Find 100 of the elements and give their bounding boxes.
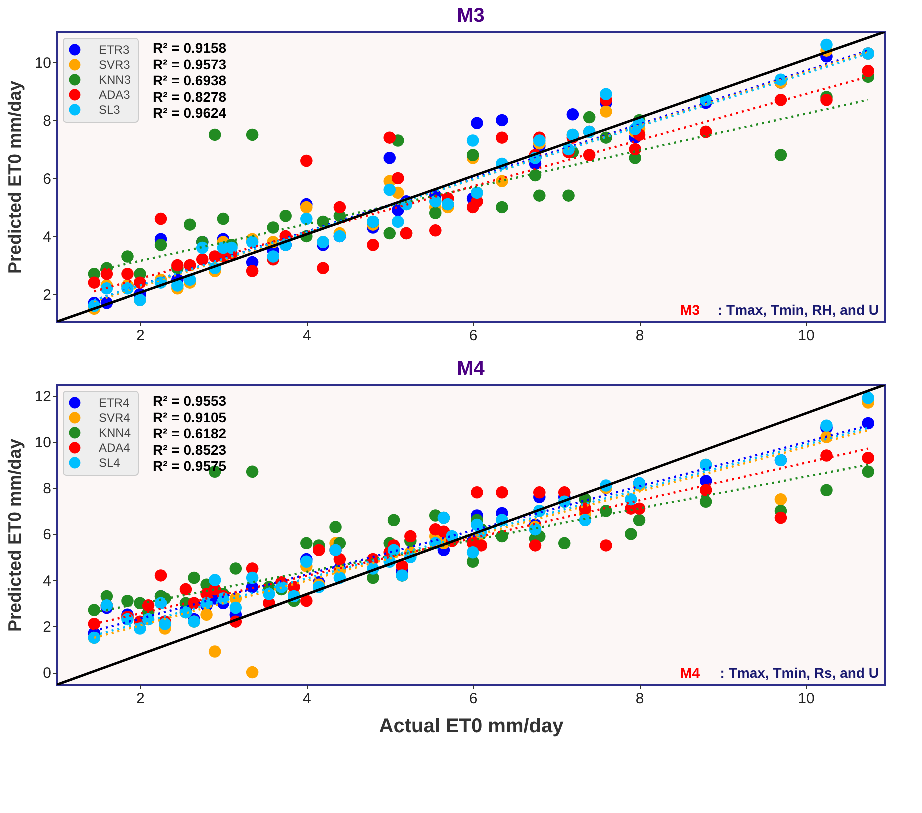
point <box>172 259 184 272</box>
point <box>579 514 592 526</box>
y-tick-label: 2 <box>43 286 52 304</box>
annotation: : Tmax, Tmin, Rs, and U <box>720 665 879 681</box>
y-tick-label: 2 <box>43 618 52 636</box>
x-tick-label: 8 <box>636 328 644 344</box>
point <box>180 583 192 596</box>
point <box>566 108 580 121</box>
point <box>430 207 442 220</box>
point <box>384 227 396 240</box>
point <box>230 602 242 614</box>
annotation: R² = 0.6938 <box>153 72 227 89</box>
annotation: : Tmax, Tmin, RH, and U <box>718 302 879 318</box>
point <box>300 154 313 168</box>
point <box>384 132 396 144</box>
annotation: R² = 0.9105 <box>153 409 227 426</box>
point <box>466 149 480 162</box>
x-tick-label: 6 <box>469 690 478 708</box>
legend-label: SL4 <box>99 456 121 470</box>
point <box>280 210 292 222</box>
x-tick-label: 10 <box>798 328 815 344</box>
point <box>208 128 222 142</box>
point <box>820 450 833 462</box>
legend-label: ETR4 <box>99 396 130 410</box>
point <box>862 466 874 478</box>
annotation: R² = 0.9158 <box>153 40 227 56</box>
point <box>496 114 508 127</box>
point <box>820 38 833 52</box>
point <box>330 521 342 534</box>
point <box>496 201 508 214</box>
point <box>529 540 542 552</box>
point <box>529 169 542 182</box>
point <box>208 646 222 658</box>
y-tick-label: 6 <box>43 170 52 188</box>
point <box>122 250 134 263</box>
legend-label: KNN3 <box>99 73 132 87</box>
x-tick-label: 2 <box>136 690 145 708</box>
point <box>583 111 596 124</box>
legend-label: SL3 <box>99 103 121 117</box>
point <box>300 212 313 226</box>
point <box>246 572 259 584</box>
annotation: R² = 0.6182 <box>153 426 227 442</box>
point <box>384 184 396 196</box>
point <box>774 512 788 524</box>
point <box>230 562 242 575</box>
x-tick-label: 4 <box>302 690 312 708</box>
point <box>88 276 101 289</box>
y-axis-title: Predicted ET0 mm/day <box>4 80 25 274</box>
point <box>600 106 612 118</box>
point <box>862 392 874 404</box>
x-tick-label: 4 <box>302 328 312 344</box>
point <box>600 88 612 100</box>
annotation: M3 <box>680 302 700 318</box>
x-tick-label: 2 <box>136 328 145 344</box>
point <box>154 597 168 610</box>
point <box>534 486 546 499</box>
point <box>700 484 712 496</box>
point <box>142 600 155 612</box>
point <box>196 242 209 254</box>
annotation: R² = 0.9573 <box>153 56 227 72</box>
x-tick-label: 8 <box>636 690 644 708</box>
point <box>188 572 200 584</box>
point <box>625 528 638 540</box>
point <box>774 149 788 162</box>
annotation: M4 <box>680 665 700 681</box>
point <box>88 618 101 630</box>
y-tick-label: 8 <box>43 480 52 498</box>
point <box>633 514 646 526</box>
point <box>534 190 546 202</box>
y-tick-label: 4 <box>43 228 52 246</box>
point <box>466 546 480 559</box>
y-tick-label: 0 <box>43 665 52 682</box>
point <box>154 239 168 252</box>
point <box>246 666 259 679</box>
x-tick-label: 10 <box>798 690 815 708</box>
point <box>392 216 404 228</box>
x-tick-label: 6 <box>469 328 478 344</box>
legend-label: SVR4 <box>99 411 131 425</box>
point <box>388 514 400 526</box>
point <box>700 496 712 508</box>
point <box>88 604 101 616</box>
legend-label: SVR3 <box>99 58 131 72</box>
y-tick-label: 12 <box>34 388 52 406</box>
point <box>300 594 313 608</box>
annotation: R² = 0.9624 <box>153 105 227 122</box>
y-tick-label: 10 <box>34 54 52 72</box>
legend-label: ADA3 <box>99 88 131 102</box>
point <box>267 250 280 263</box>
point <box>246 128 259 142</box>
point <box>392 172 404 185</box>
point <box>154 570 168 582</box>
point <box>122 594 134 608</box>
point <box>600 540 612 552</box>
legend-label: ADA4 <box>99 441 131 455</box>
point <box>300 201 313 214</box>
point <box>471 486 484 499</box>
point <box>820 94 833 106</box>
annotation: R² = 0.8278 <box>153 88 227 105</box>
point <box>100 282 114 295</box>
point <box>200 608 213 622</box>
